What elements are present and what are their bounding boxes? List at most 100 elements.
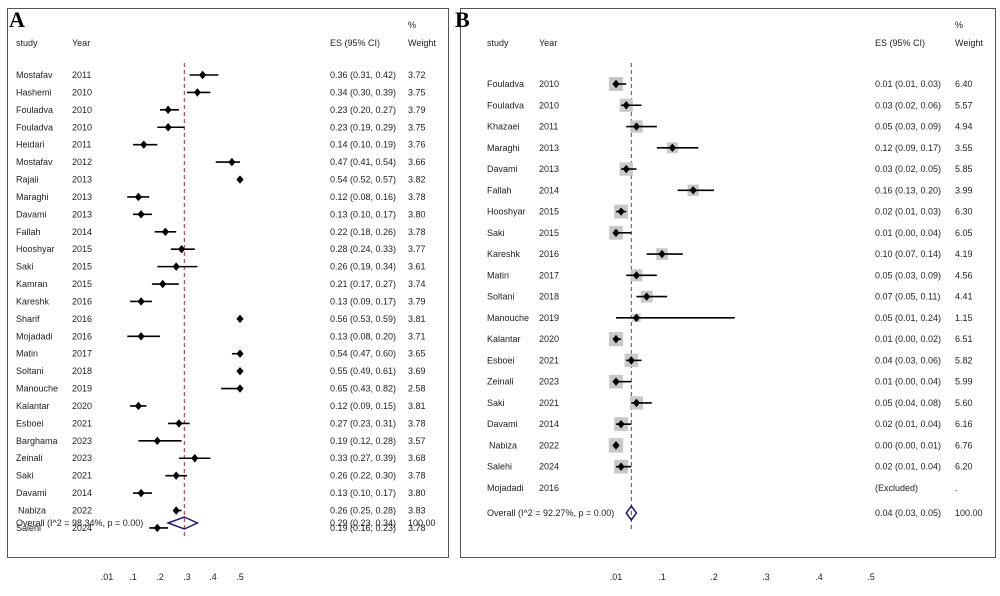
study-es-ci-text: 0.56 (0.53, 0.59) [330, 314, 396, 324]
study-weight-text: 3.75 [408, 87, 426, 97]
study-year: 2013 [539, 143, 559, 153]
header-study: study [487, 38, 509, 48]
study-point-estimate [178, 245, 186, 254]
study-es-ci-text: 0.65 (0.43, 0.82) [330, 384, 396, 394]
study-point-estimate [612, 79, 620, 89]
study-weight-text: 5.99 [955, 377, 973, 387]
header-weight: Weight [955, 38, 983, 48]
panel-a-label: A [9, 7, 25, 32]
study-es-ci-text: 0.12 (0.09, 0.17) [875, 143, 941, 153]
overall-es-ci-text: 0.29 (0.23, 0.34) [330, 518, 396, 528]
study-name: Mojadadi [487, 483, 524, 493]
study-es-ci-text: 0.22 (0.18, 0.26) [330, 227, 396, 237]
study-weight-text: 5.57 [955, 100, 973, 110]
study-point-estimate [668, 143, 676, 152]
study-weight-text: 3.74 [408, 279, 426, 289]
study-year: 2024 [72, 523, 92, 533]
study-weight-text: 3.57 [408, 436, 426, 446]
study-point-estimate [622, 164, 630, 174]
study-es-ci-text: 0.21 (0.17, 0.27) [330, 279, 396, 289]
study-es-ci-text: 0.02 (0.01, 0.03) [875, 207, 941, 217]
study-year: 2017 [539, 270, 559, 280]
study-point-estimate [236, 314, 244, 324]
study-year: 2022 [539, 440, 559, 450]
x-tick-label: .3 [183, 572, 191, 582]
study-weight-text: 4.41 [955, 292, 973, 302]
study-name: Mostafav [16, 70, 53, 80]
study-point-estimate [161, 227, 169, 236]
panel-b-label: B [455, 7, 470, 32]
study-es-ci-text: 0.05 (0.01, 0.24) [875, 313, 941, 323]
study-point-estimate [689, 186, 697, 195]
study-weight-text: 5.60 [955, 398, 973, 408]
study-point-estimate [236, 384, 244, 393]
study-point-estimate [134, 401, 142, 411]
study-weight-text: 3.83 [408, 506, 426, 516]
study-name: Fallah [16, 227, 41, 237]
x-tick-label: .01 [101, 572, 114, 582]
study-point-estimate [175, 419, 183, 428]
study-es-ci-text: 0.16 (0.13, 0.20) [875, 185, 941, 195]
study-year: 2010 [539, 100, 559, 110]
study-es-ci-text: 0.23 (0.19, 0.29) [330, 122, 396, 132]
study-year: 2021 [539, 398, 559, 408]
study-point-estimate [236, 175, 244, 184]
study-name: Fouladva [487, 79, 524, 89]
study-weight-text: 3.66 [408, 157, 426, 167]
header-year: Year [539, 38, 557, 48]
study-point-estimate [153, 523, 161, 533]
study-point-estimate [137, 488, 145, 498]
study-year: 2018 [72, 366, 92, 376]
overall-pooled-diamond [165, 516, 200, 530]
study-year: 2023 [72, 436, 92, 446]
study-point-estimate [199, 70, 207, 80]
study-es-ci-text: 0.54 (0.52, 0.57) [330, 175, 396, 185]
study-es-ci-text: 0.54 (0.47, 0.60) [330, 349, 396, 359]
study-point-estimate [137, 332, 145, 341]
study-name: Fouladva [16, 122, 53, 132]
study-es-ci-text: 0.55 (0.49, 0.61) [330, 366, 396, 376]
study-weight-text: 5.85 [955, 164, 973, 174]
study-year: 2013 [539, 164, 559, 174]
study-weight-text: 3.82 [408, 175, 426, 185]
study-es-ci-text: 0.05 (0.04, 0.08) [875, 398, 941, 408]
study-year: 2014 [539, 185, 559, 195]
study-year: 2016 [72, 296, 92, 306]
study-name: Fouladva [16, 105, 53, 115]
study-name: Saki [16, 471, 34, 481]
x-tick-label: .4 [815, 572, 823, 582]
overall-label: Overall (I^2 = 98.34%, p = 0.00) [16, 518, 143, 528]
overall-label: Overall (I^2 = 92.27%, p = 0.00) [487, 508, 614, 518]
study-year: 2013 [72, 192, 92, 202]
study-es-ci-text: 0.26 (0.25, 0.28) [330, 506, 396, 516]
study-name: Sharif [16, 314, 40, 324]
study-year: 2011 [539, 122, 558, 132]
study-name: Maraghi [16, 192, 49, 202]
study-es-ci-text: 0.13 (0.10, 0.17) [330, 488, 396, 498]
study-point-estimate [236, 349, 244, 358]
overall-weight-text: 100.00 [955, 508, 983, 518]
study-name: Esboei [16, 418, 44, 428]
study-year: 2015 [72, 262, 92, 272]
study-weight-text: 3.79 [408, 296, 426, 306]
study-year: 2021 [72, 418, 92, 428]
panel-a-frame [7, 8, 449, 558]
study-name: Kalantar [487, 334, 521, 344]
study-weight-text: 3.71 [408, 331, 426, 341]
study-year: 2024 [539, 462, 559, 472]
study-point-estimate [172, 506, 180, 515]
header-year: Year [72, 38, 90, 48]
study-es-ci-text: 0.36 (0.31, 0.42) [330, 70, 396, 80]
study-es-ci-text: 0.23 (0.20, 0.27) [330, 105, 396, 115]
study-year: 2015 [539, 207, 559, 217]
study-weight-text: 3.55 [955, 143, 973, 153]
study-es-ci-text: 0.26 (0.22, 0.30) [330, 471, 396, 481]
study-name: Saki [487, 228, 505, 238]
study-weight-text: 3.78 [408, 523, 426, 533]
study-weight-text: . [955, 483, 958, 493]
x-tick-label: .1 [129, 572, 137, 582]
study-year: 2014 [72, 227, 92, 237]
study-name: Salehi [487, 462, 512, 472]
study-name: Soltani [487, 292, 515, 302]
study-year: 2015 [72, 279, 92, 289]
